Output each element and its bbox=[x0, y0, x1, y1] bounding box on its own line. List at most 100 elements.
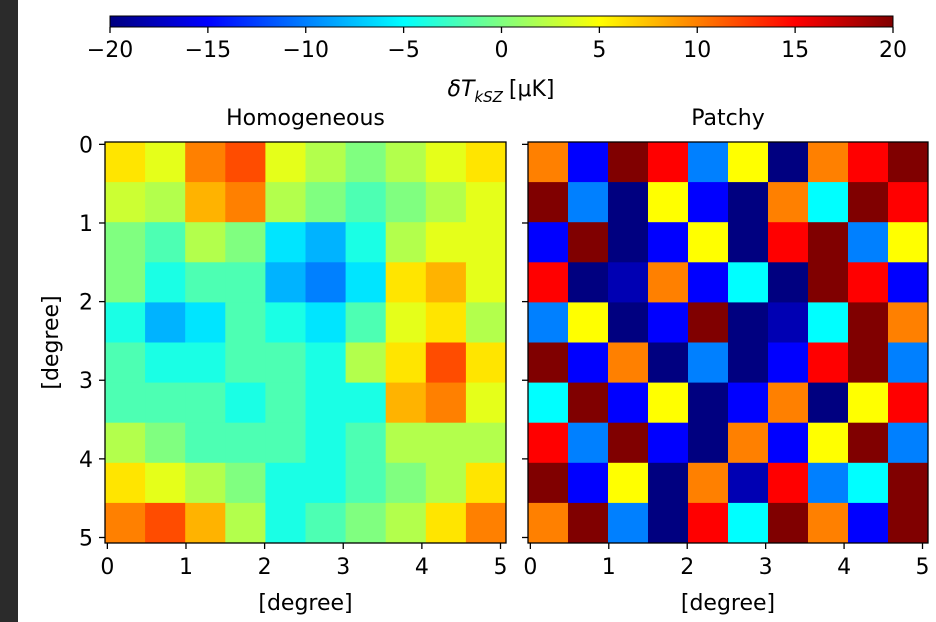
heatmap-cell bbox=[608, 302, 649, 343]
heatmap-cell bbox=[808, 502, 849, 544]
heatmap-cell bbox=[568, 142, 609, 183]
heatmap-cell bbox=[768, 142, 809, 183]
x-tick-label: 3 bbox=[759, 555, 773, 580]
heatmap-cell bbox=[528, 182, 569, 223]
heatmap-cell bbox=[185, 462, 226, 504]
heatmap-cell bbox=[648, 462, 689, 504]
heatmap-cell bbox=[265, 422, 306, 464]
heatmap-cell bbox=[385, 142, 427, 183]
x-tick-label: 4 bbox=[415, 555, 429, 580]
x-tick-label: 2 bbox=[680, 555, 694, 580]
heatmap-cell bbox=[648, 142, 689, 183]
heatmap-cell bbox=[105, 262, 146, 303]
heatmap-cell bbox=[345, 382, 387, 424]
heatmap-cell bbox=[768, 462, 809, 504]
heatmap-cell bbox=[528, 422, 569, 464]
heatmap-cell bbox=[225, 262, 266, 303]
heatmap-cell bbox=[888, 182, 929, 223]
heatmap-cell bbox=[848, 382, 889, 424]
heatmap-cell bbox=[345, 142, 387, 183]
heatmap-cell bbox=[465, 502, 507, 544]
heatmap-cell bbox=[345, 462, 387, 504]
heatmap-cell bbox=[145, 342, 186, 384]
heatmap-cell bbox=[185, 262, 226, 303]
heatmap-cell bbox=[305, 342, 347, 384]
heatmap-cell bbox=[528, 262, 569, 303]
heatmap-cell bbox=[385, 502, 427, 544]
heatmap-cell bbox=[808, 182, 849, 223]
heatmap-cell bbox=[808, 142, 849, 183]
heatmap-cell bbox=[145, 142, 186, 183]
panel-title: Homogeneous bbox=[226, 106, 385, 131]
heatmap-cell bbox=[305, 502, 347, 544]
heatmap-cell bbox=[888, 462, 929, 504]
heatmap-cell bbox=[385, 182, 427, 223]
heatmap-cell bbox=[808, 462, 849, 504]
heatmap-cell bbox=[305, 302, 347, 343]
heatmap-cell bbox=[608, 462, 649, 504]
heatmap-cell bbox=[465, 342, 507, 384]
heatmap-cell bbox=[425, 382, 467, 424]
heatmap-cell bbox=[768, 302, 809, 343]
heatmap-cell bbox=[385, 462, 427, 504]
heatmap-cell bbox=[888, 502, 929, 544]
heatmap-cell bbox=[225, 462, 266, 504]
heatmap-cell bbox=[185, 502, 226, 544]
colorbar-label: δTkSZ [μK] bbox=[448, 77, 555, 106]
heatmap-cell bbox=[105, 422, 146, 464]
heatmap-cell bbox=[305, 262, 347, 303]
heatmap-cell bbox=[265, 222, 306, 263]
heatmap-cell bbox=[465, 382, 507, 424]
colorbar bbox=[109, 15, 894, 28]
heatmap-cell bbox=[265, 502, 306, 544]
y-tick-label: 0 bbox=[79, 133, 93, 158]
heatmap-cell bbox=[185, 142, 226, 183]
heatmap-cell bbox=[648, 262, 689, 303]
colorbar-tick-label: 5 bbox=[592, 38, 606, 63]
heatmap-cell bbox=[185, 222, 226, 263]
heatmap-cell bbox=[425, 262, 467, 303]
heatmap-cell bbox=[345, 262, 387, 303]
heatmap-cell bbox=[688, 382, 729, 424]
heatmap-cell bbox=[848, 262, 889, 303]
heatmap-cell bbox=[808, 422, 849, 464]
heatmap-cell bbox=[385, 262, 427, 303]
heatmap-cell bbox=[568, 462, 609, 504]
heatmap-cell bbox=[465, 462, 507, 504]
heatmap-cell bbox=[688, 502, 729, 544]
heatmap-cell bbox=[145, 502, 186, 544]
heatmap-cell bbox=[145, 182, 186, 223]
heatmap-cell bbox=[688, 142, 729, 183]
heatmap-cell bbox=[688, 262, 729, 303]
heatmap-cell bbox=[848, 342, 889, 384]
heatmap-cell bbox=[425, 222, 467, 263]
heatmap-cell bbox=[768, 222, 809, 263]
heatmap-cell bbox=[848, 222, 889, 263]
heatmap-cell bbox=[608, 382, 649, 424]
heatmap-cell bbox=[888, 302, 929, 343]
heatmap-cell bbox=[648, 222, 689, 263]
heatmap-cell bbox=[568, 182, 609, 223]
x-axis-label: [degree] bbox=[258, 591, 352, 616]
heatmap-cell bbox=[425, 462, 467, 504]
heatmap-cell bbox=[385, 302, 427, 343]
heatmap-cell bbox=[648, 182, 689, 223]
heatmap-cell bbox=[345, 222, 387, 263]
heatmap-cell bbox=[105, 342, 146, 384]
heatmap-cell bbox=[225, 142, 266, 183]
heatmap-cell bbox=[528, 462, 569, 504]
heatmap-cell bbox=[265, 342, 306, 384]
heatmap-cell bbox=[688, 422, 729, 464]
colorbar-tick-label: 15 bbox=[781, 38, 809, 63]
y-tick-label: 1 bbox=[79, 212, 93, 237]
colorbar-tick-label: 10 bbox=[683, 38, 711, 63]
x-tick-label: 0 bbox=[100, 555, 114, 580]
heatmap-cell bbox=[888, 422, 929, 464]
heatmap-cell bbox=[848, 422, 889, 464]
heatmap-cell bbox=[265, 262, 306, 303]
colorbar-tick-label: 20 bbox=[879, 38, 907, 63]
heatmap-cell bbox=[185, 342, 226, 384]
heatmap-cell bbox=[465, 222, 507, 263]
y-tick-label: 4 bbox=[79, 448, 93, 473]
